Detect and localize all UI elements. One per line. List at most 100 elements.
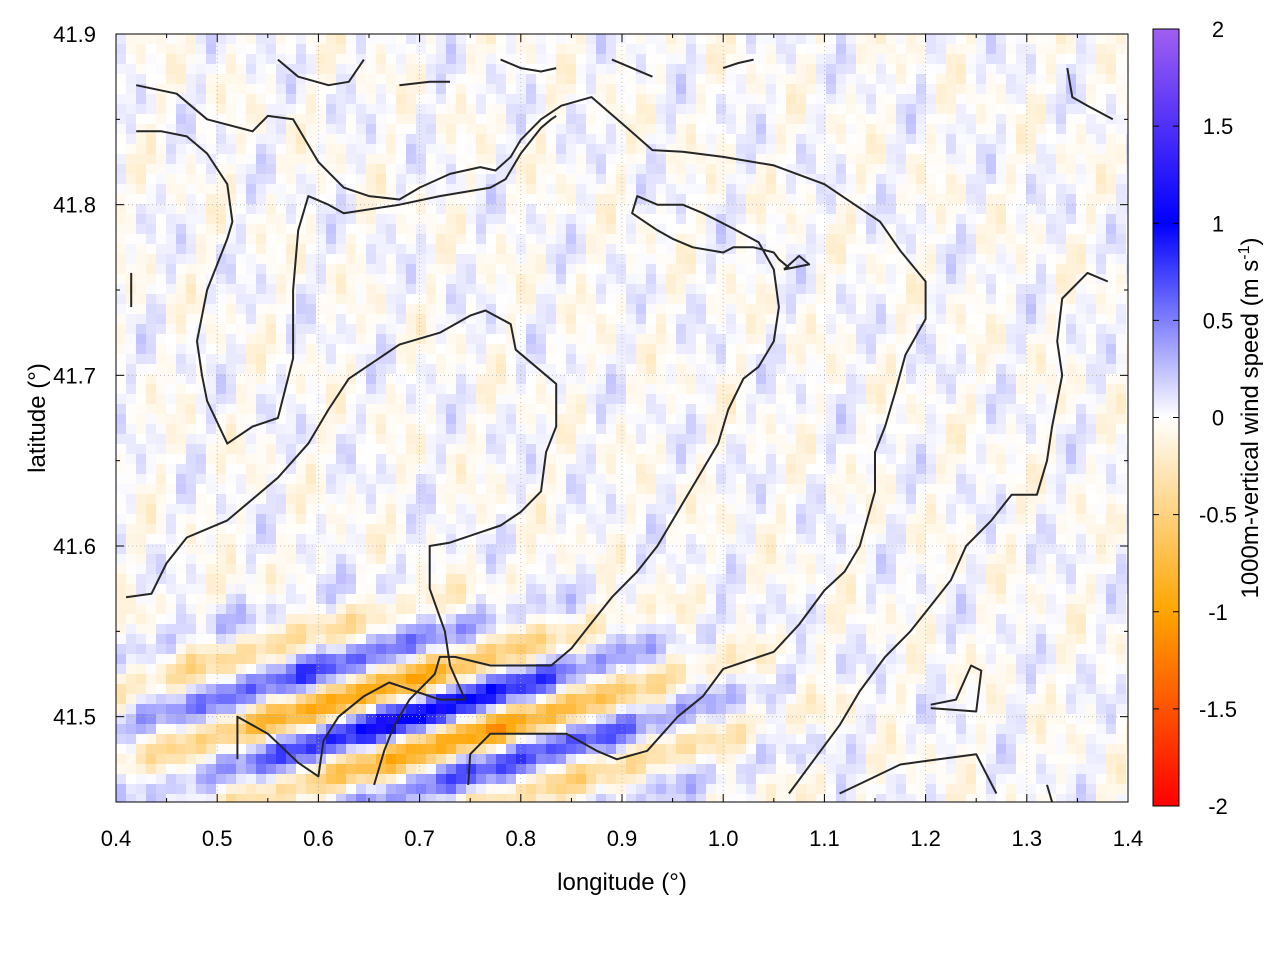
heatmap-cell <box>256 34 266 44</box>
heatmap-cell <box>466 244 476 254</box>
heatmap-cell <box>116 284 126 294</box>
heatmap-cell <box>1056 394 1066 404</box>
heatmap-cell <box>846 434 856 444</box>
heatmap-cell <box>716 424 726 434</box>
heatmap-cell <box>226 504 236 514</box>
heatmap-cell <box>246 434 256 444</box>
heatmap-cell <box>586 54 596 64</box>
heatmap-cell <box>976 64 986 74</box>
heatmap-cell <box>876 194 886 204</box>
heatmap-cell <box>216 354 226 364</box>
heatmap-cell <box>466 184 476 194</box>
heatmap-cell <box>196 104 206 114</box>
heatmap-cell <box>376 94 386 104</box>
heatmap-cell <box>796 44 806 54</box>
heatmap-cell <box>866 444 876 454</box>
heatmap-cell <box>256 274 266 284</box>
heatmap-cell <box>496 484 506 494</box>
heatmap-cell <box>1006 394 1016 404</box>
heatmap-cell <box>826 514 836 524</box>
heatmap-cell <box>356 364 366 374</box>
heatmap-cell <box>916 264 926 274</box>
heatmap-cell <box>586 204 596 214</box>
heatmap-cell <box>976 274 986 284</box>
heatmap-cell <box>266 474 276 484</box>
heatmap-cell <box>1036 124 1046 134</box>
heatmap-cell <box>576 514 586 524</box>
heatmap-cell <box>886 484 896 494</box>
heatmap-cell <box>916 344 926 354</box>
heatmap-cell <box>136 374 146 384</box>
heatmap-cell <box>836 424 846 434</box>
heatmap-cell <box>346 364 356 374</box>
heatmap-cell <box>1086 294 1096 304</box>
heatmap-cell <box>946 404 956 414</box>
heatmap-cell <box>996 34 1006 44</box>
heatmap-cell <box>796 254 806 264</box>
heatmap-cell <box>696 464 706 474</box>
heatmap-cell <box>916 514 926 524</box>
heatmap-cell <box>916 334 926 344</box>
heatmap-cell <box>766 34 776 44</box>
heatmap-cell <box>1026 364 1036 374</box>
heatmap-cell <box>1076 444 1086 454</box>
heatmap-cell <box>1106 134 1116 144</box>
heatmap-cell <box>696 214 706 224</box>
heatmap-cell <box>666 464 676 474</box>
heatmap-cell <box>516 404 526 414</box>
heatmap-cell <box>1026 504 1036 514</box>
heatmap-cell <box>766 364 776 374</box>
heatmap-cell <box>1106 324 1116 334</box>
heatmap-cell <box>296 514 306 524</box>
heatmap-cell <box>626 454 636 464</box>
heatmap-cell <box>1036 54 1046 64</box>
heatmap-cell <box>1096 124 1106 134</box>
heatmap-cell <box>966 234 976 244</box>
heatmap-cell <box>1086 154 1096 164</box>
heatmap-cell <box>696 354 706 364</box>
heatmap-cell <box>776 154 786 164</box>
heatmap-cell <box>156 84 166 94</box>
heatmap-cell <box>576 474 586 484</box>
heatmap-cell <box>816 324 826 334</box>
heatmap-cell <box>796 224 806 234</box>
heatmap-cell <box>706 224 716 234</box>
heatmap-cell <box>896 194 906 204</box>
heatmap-cell <box>186 164 196 174</box>
heatmap-cell <box>596 194 606 204</box>
heatmap-cell <box>396 134 406 144</box>
heatmap-cell <box>176 124 186 134</box>
heatmap-cell <box>906 394 916 404</box>
heatmap-cell <box>596 344 606 354</box>
heatmap-cell <box>726 174 736 184</box>
heatmap-cell <box>236 514 246 524</box>
heatmap-cell <box>326 234 336 244</box>
heatmap-cell <box>326 64 336 74</box>
heatmap-cell <box>176 404 186 414</box>
heatmap-cell <box>306 234 316 244</box>
heatmap-cell <box>1026 144 1036 154</box>
heatmap-cell <box>1036 514 1046 524</box>
heatmap-cell <box>476 84 486 94</box>
heatmap-cell <box>266 304 276 314</box>
heatmap-cell <box>1016 364 1026 374</box>
heatmap-cell <box>236 184 246 194</box>
heatmap-cell <box>456 84 466 94</box>
heatmap-cell <box>906 414 916 424</box>
heatmap-cell <box>206 74 216 84</box>
heatmap-cell <box>196 484 206 494</box>
heatmap-cell <box>296 274 306 284</box>
heatmap-cell <box>626 134 636 144</box>
heatmap-cell <box>696 384 706 394</box>
heatmap-cell <box>286 214 296 224</box>
heatmap-cell <box>326 164 336 174</box>
heatmap-cell <box>656 324 666 334</box>
heatmap-cell <box>1126 144 1128 154</box>
heatmap-cell <box>916 314 926 324</box>
heatmap-cell <box>1096 134 1106 144</box>
heatmap-cell <box>986 434 996 444</box>
heatmap-cell <box>976 484 986 494</box>
heatmap-cell <box>216 84 226 94</box>
heatmap-cell <box>896 484 906 494</box>
heatmap-cell <box>426 214 436 224</box>
